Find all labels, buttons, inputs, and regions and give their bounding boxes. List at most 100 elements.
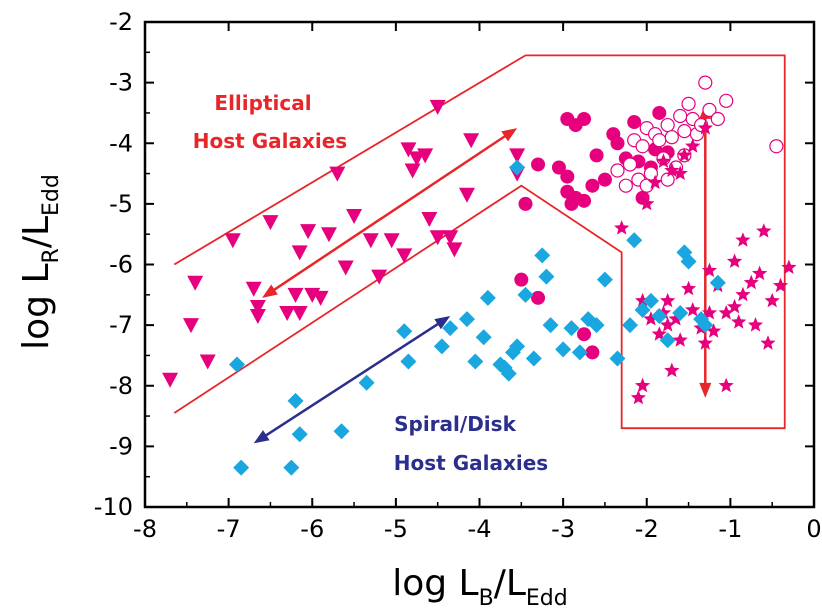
triangle-down-point xyxy=(279,306,296,321)
diamond-point xyxy=(563,320,580,337)
circle-point xyxy=(514,272,529,287)
circle-open-point xyxy=(610,163,625,178)
diamond-point xyxy=(475,329,492,346)
star-point xyxy=(681,280,697,296)
triangle-down-point xyxy=(400,142,417,158)
triangle-down-point xyxy=(249,299,266,315)
diamond-point xyxy=(467,353,484,370)
y-tick-label: -4 xyxy=(109,129,133,157)
x-tick-label: -3 xyxy=(551,515,575,543)
diamond-point xyxy=(496,359,513,376)
star-point xyxy=(643,311,659,326)
circle-point xyxy=(531,157,546,172)
triangle-down-point xyxy=(199,354,216,370)
annotation-spiral-line1: Spiral/Disk xyxy=(394,412,516,436)
star-point xyxy=(772,277,789,293)
diamond-point xyxy=(651,308,668,325)
diamond-point xyxy=(634,301,651,318)
diamond-point xyxy=(287,392,304,409)
star-point xyxy=(676,147,692,162)
y-tick-label: -9 xyxy=(109,432,133,460)
triangle-down-point xyxy=(404,163,421,179)
triangle-down-point xyxy=(162,372,179,388)
data-points xyxy=(162,75,797,476)
circle-point xyxy=(589,148,604,163)
circle-open-point xyxy=(681,96,696,111)
circle-open-point xyxy=(677,124,692,139)
circle-point xyxy=(518,196,533,211)
diamond-point xyxy=(596,271,613,288)
star-point xyxy=(697,335,713,350)
circle-open-point xyxy=(710,111,725,127)
diamond-point xyxy=(479,289,496,306)
triangle-down-point xyxy=(429,230,446,246)
diamond-point xyxy=(542,317,559,334)
circle-point xyxy=(627,115,642,130)
diamond-point xyxy=(442,320,459,337)
triangle-down-point xyxy=(371,269,388,285)
circle-point xyxy=(585,345,600,360)
star-point xyxy=(685,302,701,317)
star-point xyxy=(672,332,688,347)
diamond-point xyxy=(555,341,572,358)
diamond-point xyxy=(525,350,542,367)
region-outline xyxy=(173,54,786,430)
diamond-point xyxy=(622,317,639,334)
y-tick-label: -7 xyxy=(109,311,133,339)
diamond-point xyxy=(396,323,413,340)
star-point xyxy=(685,138,701,153)
triangle-down-point xyxy=(383,233,400,249)
diamond-point xyxy=(500,365,517,382)
triangle-down-point xyxy=(224,233,241,249)
triangle-down-point xyxy=(442,230,459,246)
circle-open-point xyxy=(622,157,638,172)
diamond-point xyxy=(680,253,697,270)
diamond-point xyxy=(358,374,375,391)
triangle-down-point xyxy=(262,215,279,231)
x-axis-title: log LB/LEdd xyxy=(392,563,568,611)
y-tick-label: -8 xyxy=(109,372,133,400)
star-point xyxy=(760,335,776,350)
star-point xyxy=(630,389,646,405)
x-tick-label: -6 xyxy=(300,515,324,543)
diamond-point xyxy=(697,317,714,334)
triangle-down-point xyxy=(463,133,480,149)
star-point xyxy=(635,292,651,308)
diamond-point xyxy=(458,311,475,328)
y-tick-label: -5 xyxy=(109,190,133,218)
triangle-down-point xyxy=(320,227,337,243)
triangle-down-point xyxy=(396,248,413,264)
circle-point xyxy=(531,290,546,305)
diamond-point xyxy=(659,332,676,349)
annotation-elliptical-line2: Host Galaxies xyxy=(193,129,347,153)
circle-point xyxy=(551,160,566,175)
star-point xyxy=(635,377,651,393)
diamond-point xyxy=(642,292,659,309)
star-point xyxy=(660,317,676,332)
circle-point xyxy=(585,178,600,193)
star-point xyxy=(668,311,684,326)
triangle-down-point xyxy=(329,166,346,182)
diamond-point xyxy=(433,338,450,355)
y-tick-label: -10 xyxy=(94,493,133,521)
diamond-point xyxy=(538,268,555,285)
triangle-down-point xyxy=(300,224,317,240)
triangle-down-point xyxy=(421,212,438,228)
triangle-down-point xyxy=(362,233,379,249)
arrow-shaft xyxy=(271,133,508,293)
annotation-elliptical: Elliptical Host Galaxies xyxy=(193,91,347,153)
circle-open-point xyxy=(769,139,784,154)
region-outline xyxy=(173,54,526,266)
star-point xyxy=(701,262,718,277)
triangle-down-point xyxy=(446,242,463,258)
circle-open-point xyxy=(618,178,633,193)
arrow-head xyxy=(501,128,518,142)
triangle-down-point xyxy=(417,148,434,164)
diamond-point xyxy=(672,305,689,321)
star-point xyxy=(655,153,672,168)
annotation-spiral: Spiral/Disk Host Galaxies xyxy=(394,412,548,475)
circle-open-point xyxy=(660,172,675,187)
star-point xyxy=(614,220,630,235)
triangle-down-point xyxy=(337,260,354,276)
